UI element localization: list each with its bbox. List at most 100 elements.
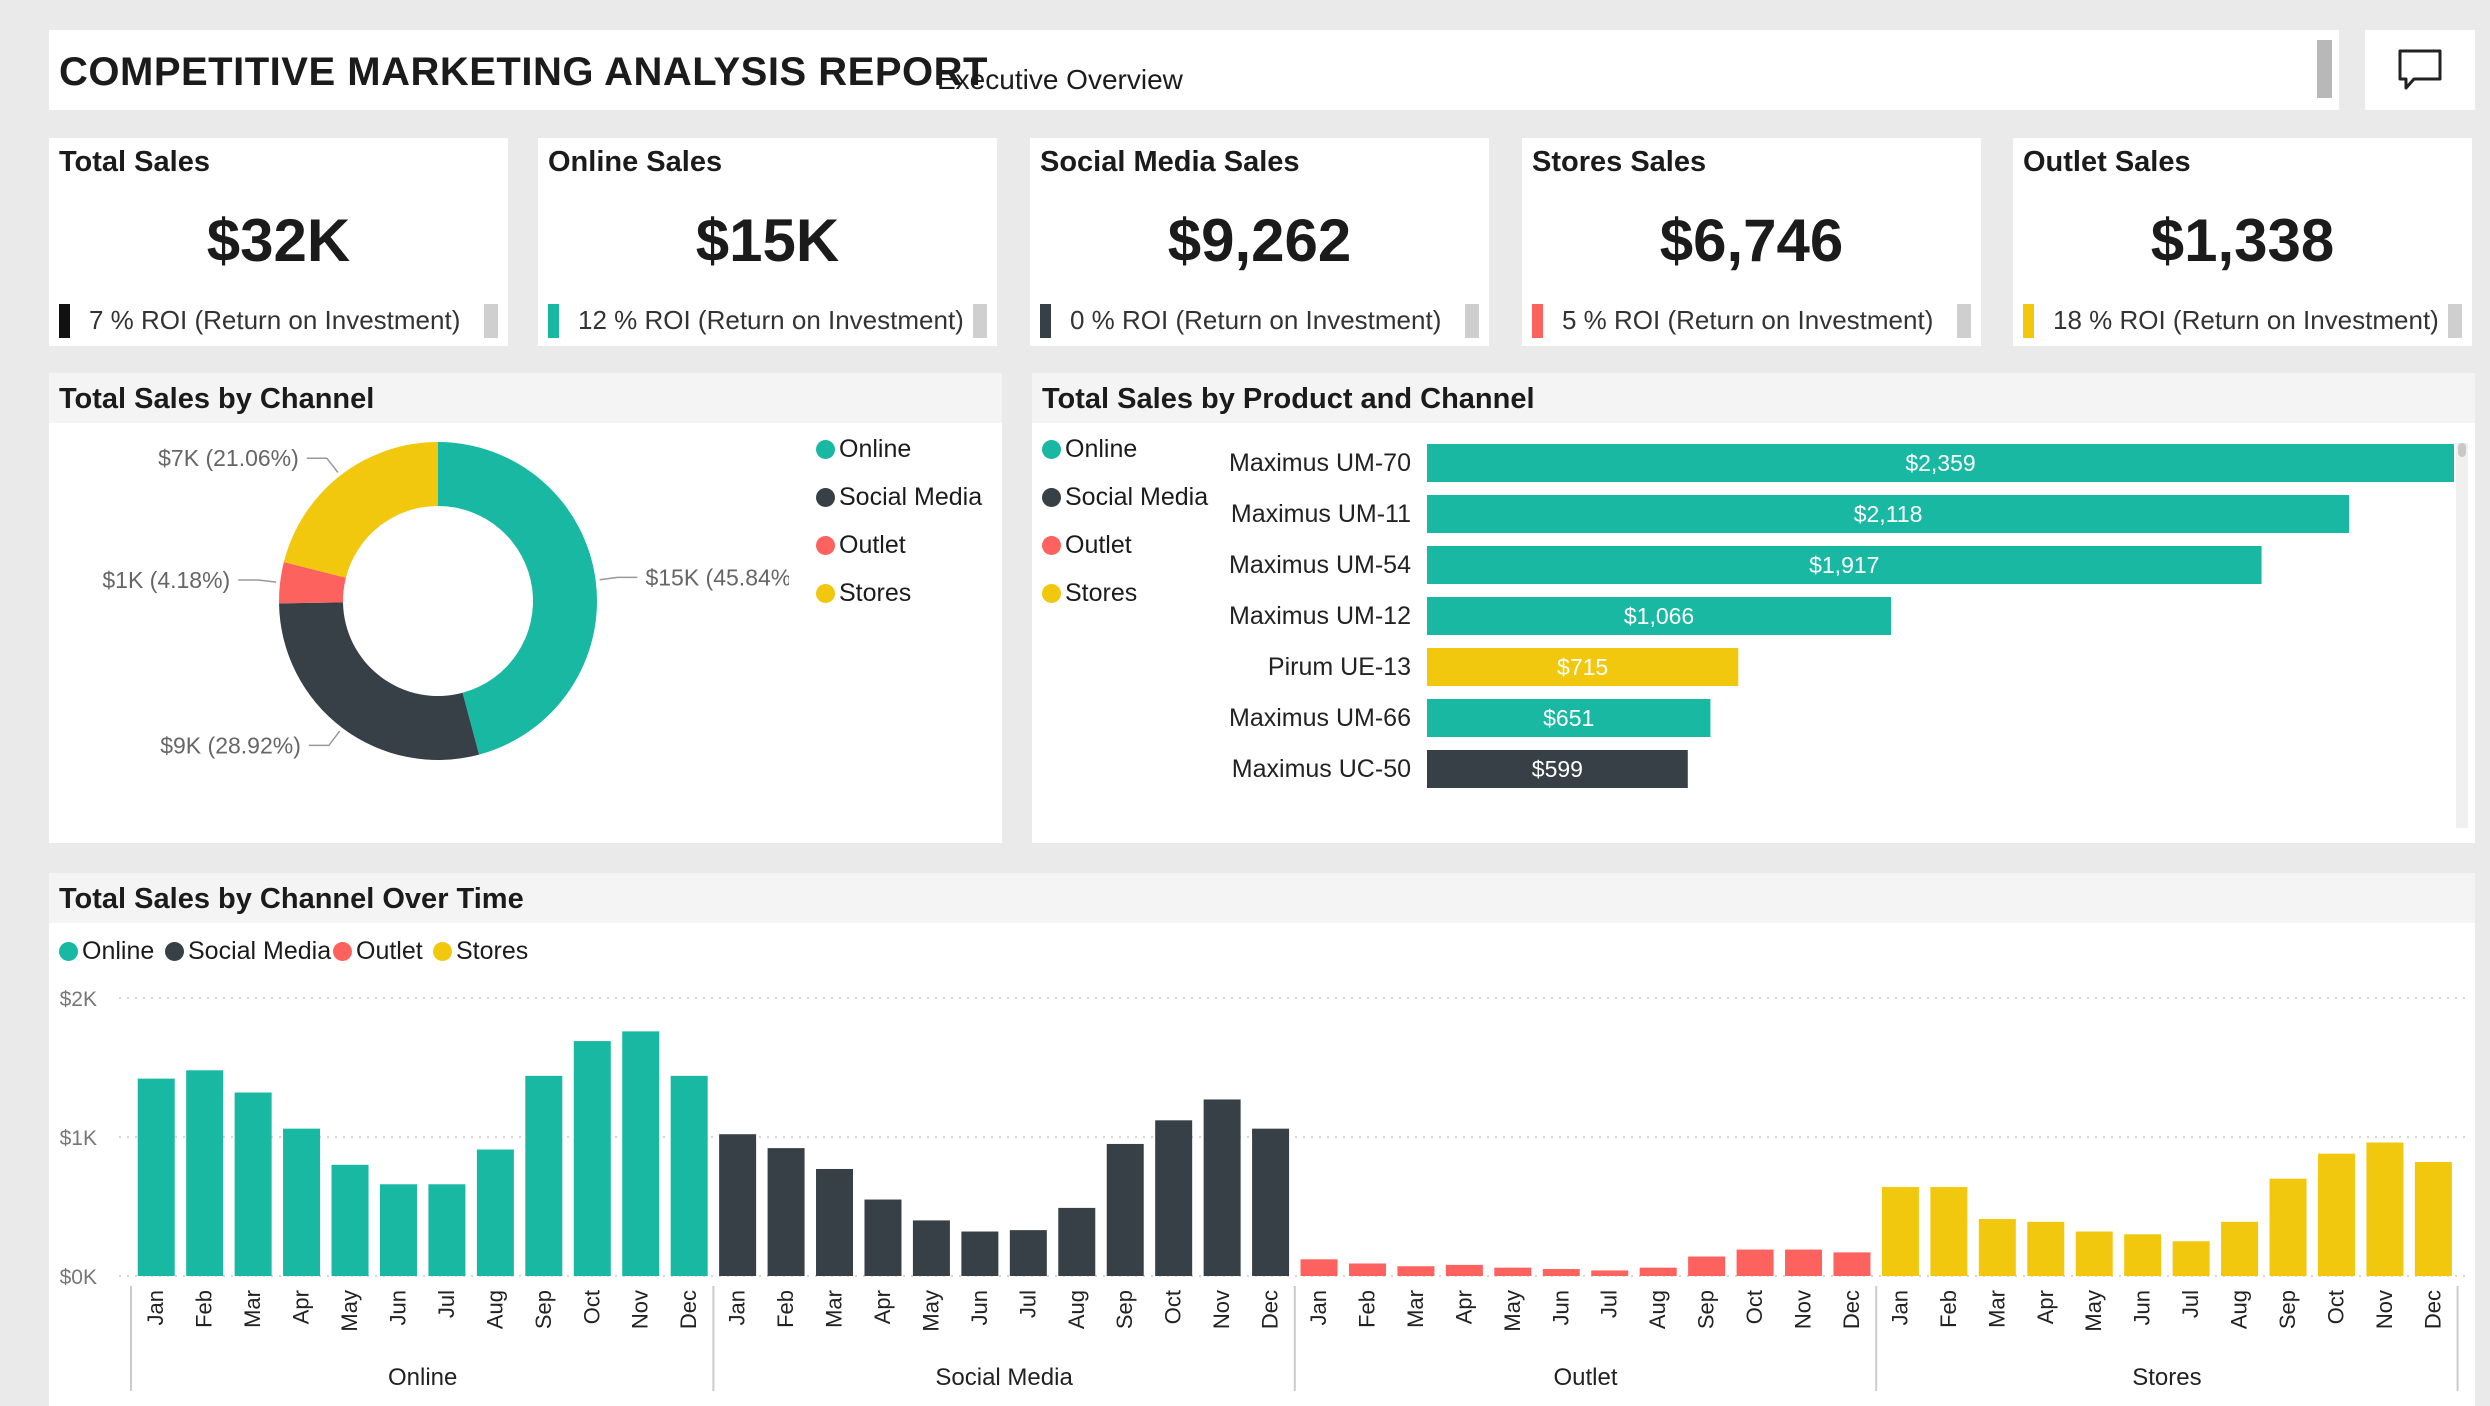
month-tick-label: Dec [676, 1290, 701, 1329]
legend-item-stores[interactable]: Stores [816, 579, 911, 608]
time-bar-social-media[interactable] [961, 1231, 999, 1276]
time-bar-social-media[interactable] [1106, 1143, 1144, 1276]
time-bar-stores[interactable] [1881, 1187, 1919, 1276]
donut-slice-stores[interactable] [283, 442, 438, 578]
product-bar-value-label: $715 [1557, 654, 1608, 680]
chart-scrollbar-thumb[interactable] [2458, 443, 2466, 457]
donut-slice-online[interactable] [438, 442, 597, 755]
time-bar-stores[interactable] [2172, 1241, 2210, 1276]
kpi-scrollbar[interactable] [2448, 304, 2462, 338]
time-bar-social-media[interactable] [1252, 1128, 1290, 1276]
legend-label: Stores [1065, 579, 1138, 607]
time-bar-stores[interactable] [2414, 1162, 2452, 1276]
time-bar-stores[interactable] [2075, 1231, 2113, 1276]
month-tick-label: Feb [192, 1290, 217, 1328]
time-bar-online[interactable] [331, 1164, 369, 1276]
time-bar-social-media[interactable] [719, 1134, 757, 1276]
legend-item-social-media[interactable]: Social Media [816, 483, 982, 512]
time-bar-outlet[interactable] [1591, 1270, 1629, 1276]
time-bar-stores[interactable] [2269, 1178, 2307, 1276]
time-bar-online[interactable] [476, 1149, 514, 1276]
month-tick-label: Oct [2323, 1290, 2348, 1324]
legend-dot [816, 584, 835, 603]
legend-item-outlet[interactable]: Outlet [816, 531, 906, 560]
product-bar[interactable] [1427, 648, 1739, 686]
time-bar-online[interactable] [670, 1075, 708, 1276]
legend-item-outlet[interactable]: Outlet [333, 937, 423, 966]
time-bar-outlet[interactable] [1445, 1264, 1483, 1276]
time-bar-online[interactable] [573, 1041, 611, 1276]
time-bar-online[interactable] [622, 1031, 660, 1276]
time-bar-outlet[interactable] [1785, 1249, 1823, 1276]
product-bar[interactable] [1427, 750, 1688, 788]
legend-item-social-media[interactable]: Social Media [165, 937, 331, 966]
legend-item-outlet[interactable]: Outlet [1042, 531, 1132, 560]
kpi-scrollbar[interactable] [973, 304, 987, 338]
time-bar-social-media[interactable] [767, 1148, 805, 1276]
kpi-scrollbar[interactable] [1465, 304, 1479, 338]
time-bar-outlet[interactable] [1542, 1269, 1580, 1276]
legend-item-online[interactable]: Online [816, 435, 911, 464]
time-bar-online[interactable] [379, 1184, 417, 1276]
product-category-label: Maximus UM-70 [1229, 449, 1411, 477]
time-bar-social-media[interactable] [1009, 1230, 1047, 1276]
legend-label: Social Media [1065, 483, 1209, 511]
time-bar-online[interactable] [186, 1070, 224, 1276]
product-bar[interactable] [1427, 699, 1711, 737]
donut-chart-title: Total Sales by Channel [59, 383, 375, 415]
product-bar[interactable] [1427, 495, 2350, 533]
legend-item-stores[interactable]: Stores [433, 937, 528, 966]
time-bar-stores[interactable] [2124, 1234, 2162, 1276]
product-category-label: Maximus UM-11 [1231, 500, 1411, 528]
product-bar-value-label: $2,118 [1854, 501, 1923, 527]
header-scrollbar[interactable] [2317, 40, 2332, 98]
legend-item-social-media[interactable]: Social Media [1042, 483, 1208, 512]
donut-data-label: $15K (45.84%) [645, 564, 789, 590]
time-bar-outlet[interactable] [1300, 1259, 1338, 1276]
product-bar[interactable] [1427, 546, 2262, 584]
time-bar-stores[interactable] [2221, 1221, 2259, 1276]
product-bar[interactable] [1427, 597, 1892, 635]
time-bar-online[interactable] [428, 1184, 466, 1276]
time-bar-stores[interactable] [2366, 1142, 2404, 1276]
time-bar-social-media[interactable] [864, 1199, 902, 1276]
kpi-scrollbar[interactable] [1957, 304, 1971, 338]
report-subtitle: Executive Overview [937, 64, 1183, 95]
chart-scrollbar[interactable] [2456, 443, 2468, 828]
legend-item-stores[interactable]: Stores [1042, 579, 1137, 608]
time-bar-online[interactable] [283, 1128, 321, 1276]
group-label: Stores [2132, 1364, 2201, 1391]
time-bar-social-media[interactable] [1203, 1099, 1241, 1276]
legend-item-online[interactable]: Online [59, 937, 154, 966]
time-bar-social-media[interactable] [816, 1168, 854, 1276]
legend-item-online[interactable]: Online [1042, 435, 1137, 464]
time-bar-online[interactable] [234, 1092, 272, 1276]
time-bar-outlet[interactable] [1736, 1249, 1774, 1276]
time-bar-outlet[interactable] [1494, 1267, 1532, 1276]
section-header: Total Sales by Channel [49, 373, 1002, 423]
time-bar-stores[interactable] [2027, 1221, 2065, 1276]
time-bar-outlet[interactable] [1397, 1266, 1435, 1276]
time-bar-outlet[interactable] [1688, 1256, 1726, 1276]
time-bar-outlet[interactable] [1833, 1252, 1871, 1276]
time-bar-social-media[interactable] [1155, 1120, 1193, 1276]
product-bar[interactable] [1427, 444, 2454, 482]
time-bar-outlet[interactable] [1348, 1263, 1386, 1276]
month-tick-label: Aug [2227, 1290, 2252, 1329]
donut-slice-social-media[interactable] [279, 602, 480, 760]
month-tick-label: Aug [482, 1290, 507, 1329]
time-bar-stores[interactable] [2317, 1153, 2355, 1276]
time-bar-stores[interactable] [1978, 1219, 2016, 1276]
time-bar-outlet[interactable] [1639, 1267, 1677, 1276]
month-tick-label: Jun [385, 1290, 410, 1325]
time-bar-social-media[interactable] [1058, 1207, 1096, 1276]
legend-dot [1042, 584, 1061, 603]
time-bar-online[interactable] [137, 1078, 175, 1276]
donut-slice-outlet[interactable] [279, 562, 346, 604]
comment-button[interactable] [2365, 30, 2475, 110]
kpi-card-stores-sales: Stores Sales $6,746 5 % ROI (Return on I… [1522, 138, 1981, 346]
time-bar-social-media[interactable] [912, 1220, 950, 1276]
time-bar-stores[interactable] [1930, 1187, 1968, 1276]
kpi-scrollbar[interactable] [484, 304, 498, 338]
time-bar-online[interactable] [525, 1075, 563, 1276]
